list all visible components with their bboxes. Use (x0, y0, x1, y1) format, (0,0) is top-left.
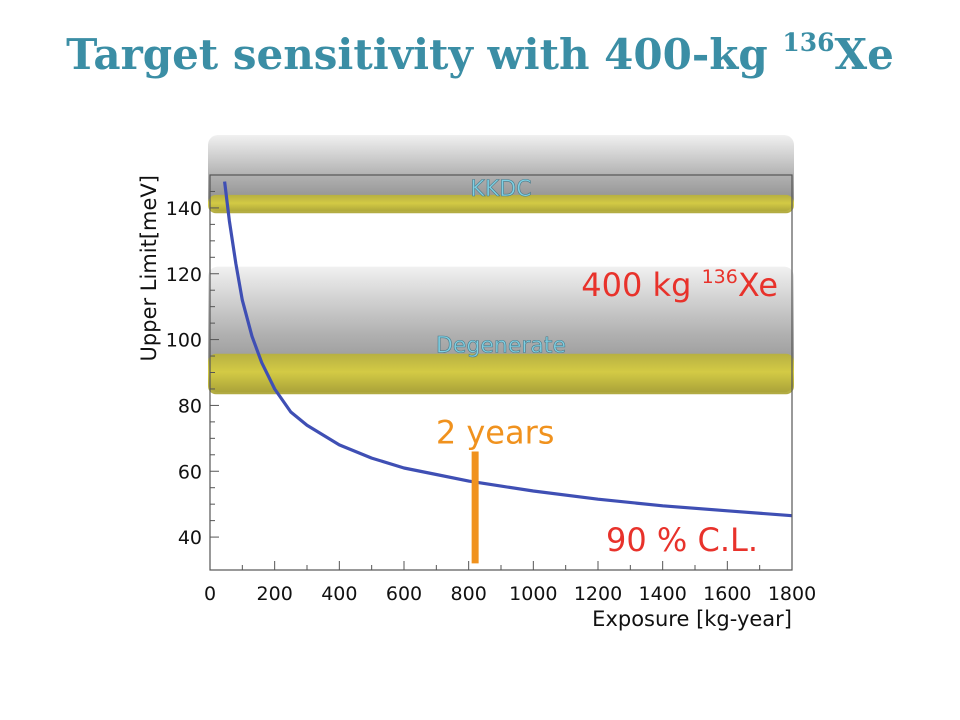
x-tick-label: 1800 (768, 583, 816, 605)
y-tick-label: 100 (166, 330, 202, 352)
band-fill (208, 194, 794, 214)
x-tick-label: 1200 (574, 583, 622, 605)
band-fill (208, 353, 794, 395)
title-main: Target sensitivity with 400-kg (66, 30, 783, 79)
x-tick-label: 0 (204, 583, 216, 605)
y-tick-label: 60 (178, 461, 202, 483)
x-tick-label: 1000 (509, 583, 557, 605)
y-axis-label: Upper Limit[meV] (137, 175, 161, 361)
mass-annotation-element: Xe (738, 266, 778, 304)
x-tick-label: 800 (451, 583, 487, 605)
mass-annotation-superscript: 136 (702, 266, 738, 288)
y-tick-label: 140 (166, 198, 202, 220)
band-label: KKDC (470, 177, 531, 202)
x-tick-label: 600 (386, 583, 422, 605)
title-superscript: 136 (782, 28, 835, 57)
y-tick-label: 120 (166, 264, 202, 286)
band-shade (208, 135, 794, 212)
sensitivity-curve (223, 181, 793, 518)
mass-annotation: 400 kg 136Xe (581, 266, 778, 304)
x-axis-label: Exposure [kg-year] (592, 607, 792, 631)
x-tick-label: 1400 (638, 583, 686, 605)
slide-title: Target sensitivity with 400-kg 136Xe (0, 30, 960, 79)
confidence-level-annotation: 90 % C.L. (606, 521, 758, 559)
x-tick-label: 1600 (703, 583, 751, 605)
mass-annotation-main: 400 kg (581, 266, 701, 304)
band-label: Degenerate (436, 333, 566, 358)
two-years-label: 2 years (436, 414, 555, 452)
y-tick-label: 40 (178, 527, 202, 549)
x-tick-label: 400 (321, 583, 357, 605)
title-end: Xe (834, 30, 894, 79)
y-tick-label: 80 (178, 395, 202, 417)
x-tick-label: 200 (257, 583, 293, 605)
